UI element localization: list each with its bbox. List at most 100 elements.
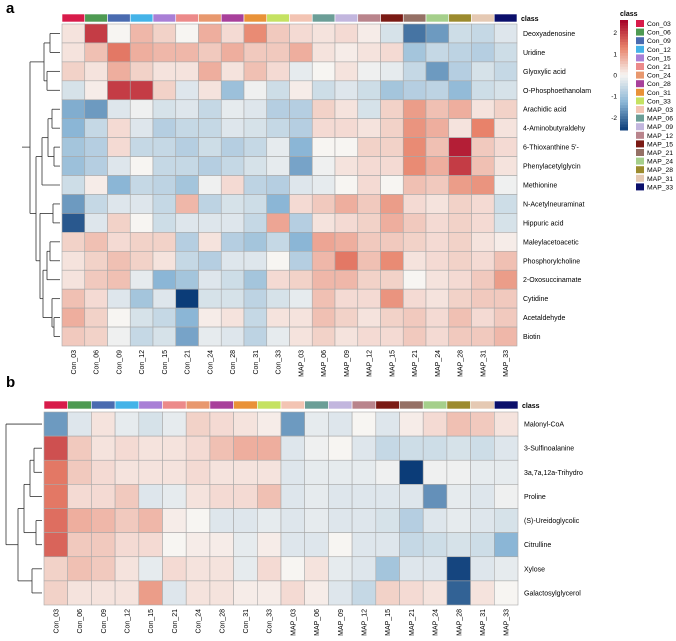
panel-a-heatmap-cell (266, 137, 290, 157)
panel-b-column-label: MAP_24 (433, 609, 440, 636)
panel-b-class-bar-cell (351, 400, 377, 410)
panel-a-heatmap-cell (448, 118, 472, 138)
panel-b-heatmap-cell (399, 556, 424, 582)
panel-b-heatmap-cell (422, 435, 448, 461)
panel-b-heatmap-cell (304, 484, 329, 509)
panel-b-heatmap-cell (375, 508, 400, 533)
panel-a-heatmap-cell (425, 23, 450, 44)
panel-a-heatmap-cell (198, 137, 222, 157)
panel-b-heatmap: class Malonyl-CoA 3-Sulfinoalanine 3a,7a,12… (43, 400, 583, 636)
colorbar-tick-label: -2 (611, 115, 617, 122)
panel-b-class-bar-cell (256, 400, 282, 410)
legend-swatch (636, 174, 644, 182)
legend-item-label: MAP_24 (647, 159, 673, 166)
panel-b-row-label: Galactosylglycerol (524, 590, 581, 597)
panel-b-heatmap-cell (162, 484, 187, 509)
panel-a-heatmap-cell (107, 80, 131, 101)
panel-a-heatmap-cell (107, 288, 131, 309)
panel-b-heatmap-cell (114, 411, 140, 437)
panel-a-column-label: Con_15 (162, 350, 169, 375)
panel-a-row-label: Biotin (523, 334, 541, 341)
legend-swatch (636, 45, 644, 53)
panel-b-heatmap-cell (470, 411, 495, 437)
panel-a-heatmap-cell (493, 175, 518, 195)
panel-b-class-bar-cell (493, 400, 519, 410)
panel-a-heatmap-cell (471, 42, 495, 63)
panel-b-class-bar-cell (399, 400, 424, 410)
panel-b-heatmap-cell (185, 484, 211, 509)
colorbar-segment (620, 58, 628, 62)
panel-a-heatmap-cell (84, 42, 108, 63)
panel-a-heatmap-cell (402, 156, 427, 176)
colorbar-segment (620, 94, 628, 98)
panel-a-heatmap-cell (84, 326, 108, 347)
panel-a-heatmap-cell (471, 326, 495, 347)
colorbar-segment (620, 80, 628, 84)
panel-a-heatmap-cell (198, 61, 222, 82)
panel-a-heatmap-cell (493, 250, 518, 271)
panel-b-heatmap-cell (67, 459, 92, 485)
panel-a-heatmap-cell (311, 213, 336, 233)
panel-a-heatmap-cell (152, 175, 177, 195)
colorbar-segment (620, 102, 628, 106)
panel-a-heatmap-cell (175, 175, 199, 195)
legend-item-label: MAP_33 (647, 184, 673, 191)
panel-a-row-label: O-Phosphoethanolam (523, 88, 591, 95)
panel-a-column-label: Con_33 (276, 350, 283, 375)
panel-a-class-bar-cell (152, 13, 177, 23)
panel-b-heatmap-cell (399, 484, 424, 509)
panel-b-heatmap-cell (185, 459, 211, 485)
legend-item-label: Con_03 (647, 21, 671, 28)
panel-a-class-bar-cell (266, 13, 290, 23)
panel-a-heatmap-cell (107, 326, 131, 347)
panel-b-label: b (6, 374, 16, 391)
panel-b-heatmap-cell (470, 532, 495, 558)
panel-a-heatmap-cell (334, 269, 359, 290)
panel-a-heatmap-cell (107, 194, 131, 214)
panel-a-heatmap-cell (61, 269, 86, 290)
panel-b-class-bar-cell (91, 400, 116, 410)
panel-a-row-dendrogram (22, 33, 60, 337)
panel-b-heatmap-cell (328, 411, 353, 437)
colorbar-segment (620, 86, 628, 90)
panel-a-heatmap-cell (220, 213, 245, 233)
panel-a-heatmap-cell (311, 137, 336, 157)
panel-a-heatmap-cell (402, 118, 427, 138)
panel-a-heatmap-cell (493, 42, 518, 63)
panel-a-class-bar-cell (471, 13, 495, 23)
panel-b-heatmap-cell (91, 532, 116, 558)
panel-a-heatmap-cell (61, 99, 86, 120)
panel-a-heatmap-cell (380, 23, 404, 44)
panel-b-column-label: MAP_06 (314, 609, 321, 636)
panel-b-column-label: Con_06 (77, 609, 84, 634)
legend-swatch (636, 80, 644, 88)
panel-a-heatmap-cell (266, 99, 290, 120)
panel-a-heatmap-cell (448, 156, 472, 176)
panel-a-heatmap-cell (198, 42, 222, 63)
panel-a-heatmap-cell (243, 269, 268, 290)
panel-a-heatmap-cell (266, 175, 290, 195)
panel-a-class-bar-cell (198, 13, 222, 23)
colorbar-segment (620, 50, 628, 54)
panel-a-heatmap-cell (243, 23, 268, 44)
panel-b-heatmap-cell (43, 459, 69, 485)
panel-b-heatmap-cell (209, 435, 234, 461)
panel-a-column-label: MAP_09 (344, 350, 351, 377)
panel-a-heatmap-cell (493, 156, 518, 176)
panel-a-heatmap-cell (448, 250, 472, 271)
panel-a-heatmap-cell (471, 99, 495, 120)
panel-a-heatmap-cell (220, 288, 245, 309)
panel-a-heatmap-cell (266, 250, 290, 271)
panel-a-heatmap-cell (425, 213, 450, 233)
panel-a-heatmap-cell (334, 250, 359, 271)
legend-swatch (636, 71, 644, 79)
panel-b-class-bar-cell (304, 400, 329, 410)
colorbar-segment (620, 119, 628, 123)
panel-a-heatmap-cell (425, 80, 450, 101)
panel-a-heatmap-cell (61, 118, 86, 138)
panel-b-heatmap-cell (375, 459, 400, 485)
panel-a-class-bar-cell (448, 13, 472, 23)
panel-b-heatmap-cell (422, 484, 448, 509)
panel-a-heatmap-cell (425, 156, 450, 176)
panel-a-heatmap-cell (289, 118, 313, 138)
